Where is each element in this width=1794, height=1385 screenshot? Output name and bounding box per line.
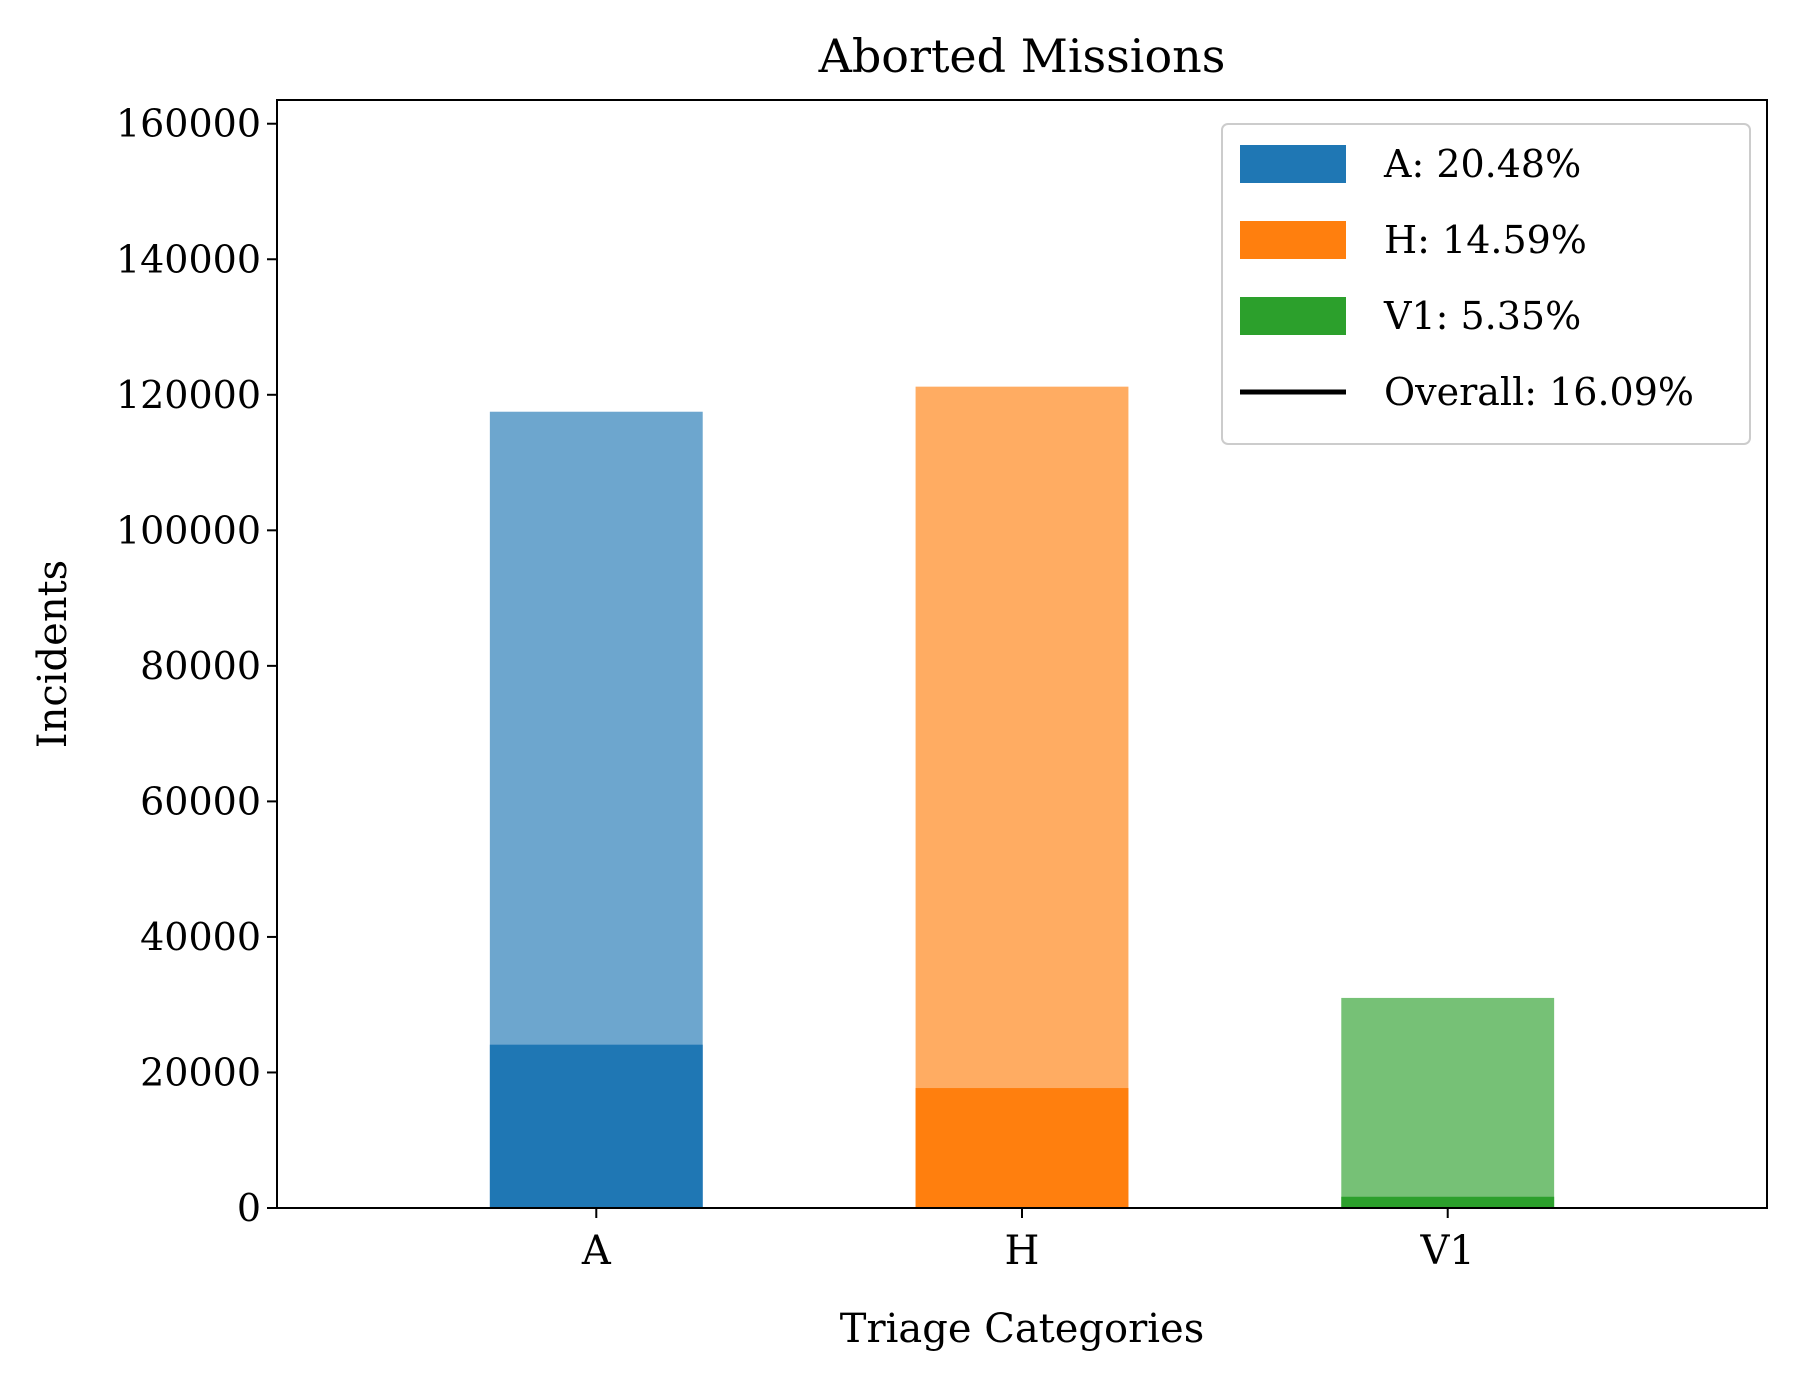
legend-swatch [1240,297,1346,335]
x-axis: A H V1 [581,1208,1475,1274]
y-tick-label: 100000 [116,508,261,552]
bar-aborted-h [915,1088,1129,1208]
bar-total-h [915,386,1129,1209]
plot-area [489,386,1555,1209]
bar-aborted-a [489,1044,703,1208]
y-axis: 0 20000 40000 60000 80000 100000 120000 140000 1… [116,102,277,1230]
y-tick-label: 60000 [140,779,261,823]
y-axis-label: Incidents [30,560,76,748]
y-tick-label: 40000 [140,915,261,959]
legend-label: H: 14.59% [1384,218,1587,262]
x-tick-label: V1 [1420,1228,1475,1274]
legend-swatch [1240,221,1346,259]
legend-swatch [1240,145,1346,183]
x-tick-label: H [1005,1228,1040,1274]
bar-aborted-v1 [1341,1196,1555,1208]
y-tick-label: 20000 [140,1050,261,1094]
legend-label: Overall: 16.09% [1384,370,1694,414]
legend-label: A: 20.48% [1383,142,1581,186]
y-tick-label: 120000 [116,373,261,417]
legend: A: 20.48% H: 14.59% V1: 5.35% Overall: 16.0… [1221,123,1751,445]
x-tick-label: A [581,1228,612,1274]
chart-title: Aborted Missions [818,29,1226,83]
y-tick-label: 160000 [116,102,261,146]
bar-total-v1 [1341,997,1555,1208]
legend-label: V1: 5.35% [1383,294,1581,338]
legend-frame [1221,123,1751,445]
y-tick-label: 80000 [140,644,261,688]
y-tick-label: 0 [237,1186,261,1230]
x-axis-label: Triage Categories [840,1306,1204,1352]
y-tick-label: 140000 [116,237,261,281]
